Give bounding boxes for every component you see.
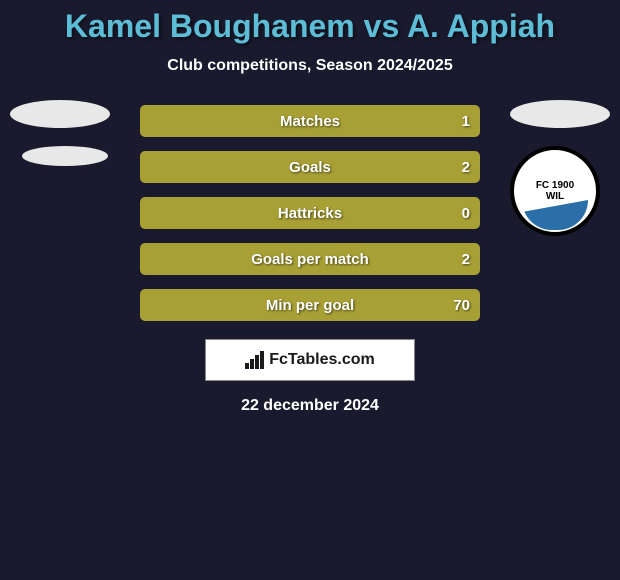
stat-value-right: 2	[462, 251, 470, 268]
vs-text: vs	[364, 8, 400, 44]
right-badge-1	[510, 100, 610, 128]
left-badge-2	[22, 146, 108, 166]
club-logo-text: FC 1900 WIL	[535, 180, 576, 202]
stat-label: Goals	[289, 159, 331, 176]
player2-name: A. Appiah	[407, 8, 555, 44]
player1-name: Kamel Boughanem	[65, 8, 355, 44]
comparison-area: FC 1900 WIL Matches 1 Goals 2 Hattricks …	[0, 105, 620, 321]
stat-value-right: 2	[462, 159, 470, 176]
subtitle: Club competitions, Season 2024/2025	[0, 57, 620, 75]
brand-text: FcTables.com	[269, 351, 375, 369]
club-logo-swoosh	[522, 200, 588, 230]
club-logo: FC 1900 WIL	[510, 146, 600, 236]
stat-row-min-per-goal: Min per goal 70	[140, 289, 480, 321]
stat-rows: Matches 1 Goals 2 Hattricks 0 Goals per …	[140, 105, 480, 321]
stat-row-hattricks: Hattricks 0	[140, 197, 480, 229]
stat-row-goals: Goals 2	[140, 151, 480, 183]
brand-bars-icon	[245, 351, 265, 369]
stat-value-right: 70	[453, 297, 470, 314]
page-title: Kamel Boughanem vs A. Appiah	[0, 0, 620, 45]
left-player-badges	[10, 100, 110, 166]
right-player-badges: FC 1900 WIL	[510, 100, 610, 236]
stat-label: Goals per match	[251, 251, 369, 268]
stat-value-right: 1	[462, 113, 470, 130]
stat-row-matches: Matches 1	[140, 105, 480, 137]
stat-label: Matches	[280, 113, 340, 130]
date-text: 22 december 2024	[0, 397, 620, 415]
stat-label: Hattricks	[278, 205, 342, 222]
stat-label: Min per goal	[266, 297, 354, 314]
left-badge-1	[10, 100, 110, 128]
stat-value-right: 0	[462, 205, 470, 222]
stat-row-goals-per-match: Goals per match 2	[140, 243, 480, 275]
brand-box: FcTables.com	[205, 339, 415, 381]
